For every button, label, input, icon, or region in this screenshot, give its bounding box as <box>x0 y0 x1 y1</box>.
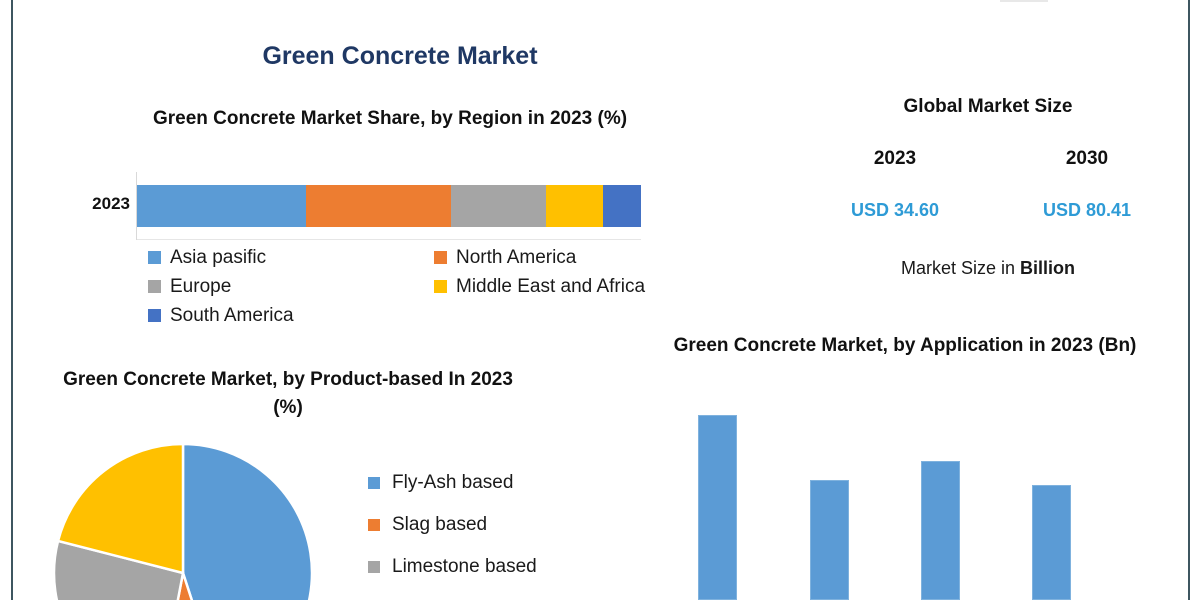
legend-swatch-icon <box>434 280 447 293</box>
product-pie-chart <box>53 443 313 600</box>
application-bar-chart <box>680 400 1100 600</box>
legend-item-europe: Europe <box>148 276 434 298</box>
legend-label: South America <box>170 304 294 326</box>
region-chart-title: Green Concrete Market Share, by Region i… <box>152 108 628 129</box>
pie-slice <box>181 443 313 600</box>
legend-label: Limestone based <box>392 556 537 577</box>
application-bar <box>1032 485 1071 600</box>
global-market-size-value-from: USD 34.60 <box>850 200 940 220</box>
legend-swatch-icon <box>368 561 380 573</box>
legend-swatch-icon <box>434 251 447 264</box>
unit-note-prefix: Market Size in <box>900 258 1021 278</box>
legend-item-north-america: North America <box>434 247 576 269</box>
application-bar <box>698 415 737 600</box>
legend-label: Asia pasific <box>170 246 267 268</box>
frame-line-right <box>1188 0 1190 600</box>
region-stacked-bar <box>137 185 641 227</box>
region-chart-legend: Asia pasific North America Europe Middle… <box>148 243 668 330</box>
product-chart-legend: Fly-Ash based Slag based Limestone based <box>368 462 537 588</box>
region-bar-segment <box>305 185 451 227</box>
unit-note-unit: Billion <box>1020 258 1076 278</box>
legend-label: Fly-Ash based <box>392 472 514 493</box>
pie-slice <box>56 443 185 575</box>
region-chart-baseline <box>137 239 641 240</box>
application-bar <box>810 479 849 600</box>
legend-swatch-icon <box>368 519 380 531</box>
pie-slice <box>176 572 194 600</box>
global-market-size-year-from: 2023 <box>873 148 917 169</box>
region-bar-segment <box>137 185 306 227</box>
global-market-size-unit-note: Market Size in Billion <box>836 258 1140 279</box>
legend-swatch-icon <box>148 309 161 322</box>
application-bar <box>921 461 960 600</box>
legend-label: Slag based <box>392 514 488 535</box>
global-market-size-heading: Global Market Size <box>903 96 1073 117</box>
legend-swatch-icon <box>368 477 380 489</box>
global-market-size-value-to: USD 80.41 <box>1042 200 1132 220</box>
pie-slice <box>53 539 185 600</box>
legend-item-asia-pasific: Asia pasific <box>148 247 434 269</box>
legend-label: Middle East and Africa <box>456 275 646 297</box>
legend-item-south-america: South America <box>148 305 434 327</box>
page-title: Green Concrete Market <box>262 42 538 70</box>
pie-svg <box>53 443 313 600</box>
frame-line-top-stub <box>1000 0 1048 2</box>
region-bar-segment <box>546 185 604 227</box>
legend-swatch-icon <box>148 280 161 293</box>
region-chart-axis-line <box>136 172 137 240</box>
product-chart-title: Green Concrete Market, by Product-based … <box>63 369 513 418</box>
frame-line-left <box>11 0 13 600</box>
legend-item-slag-based: Slag based <box>368 504 537 546</box>
region-bar-segment <box>450 185 547 227</box>
legend-item-fly-ash-based: Fly-Ash based <box>368 462 537 504</box>
legend-label: Europe <box>170 275 232 297</box>
global-market-size-year-to: 2030 <box>1065 148 1109 169</box>
legend-label: North America <box>456 246 577 268</box>
legend-item-limestone-based: Limestone based <box>368 546 537 588</box>
legend-item-middle-east-and-africa: Middle East and Africa <box>434 276 645 298</box>
region-chart-category-label: 2023 <box>92 194 130 213</box>
application-chart-title: Green Concrete Market, by Application in… <box>673 335 1137 356</box>
legend-swatch-icon <box>148 251 161 264</box>
region-bar-segment <box>603 185 641 227</box>
